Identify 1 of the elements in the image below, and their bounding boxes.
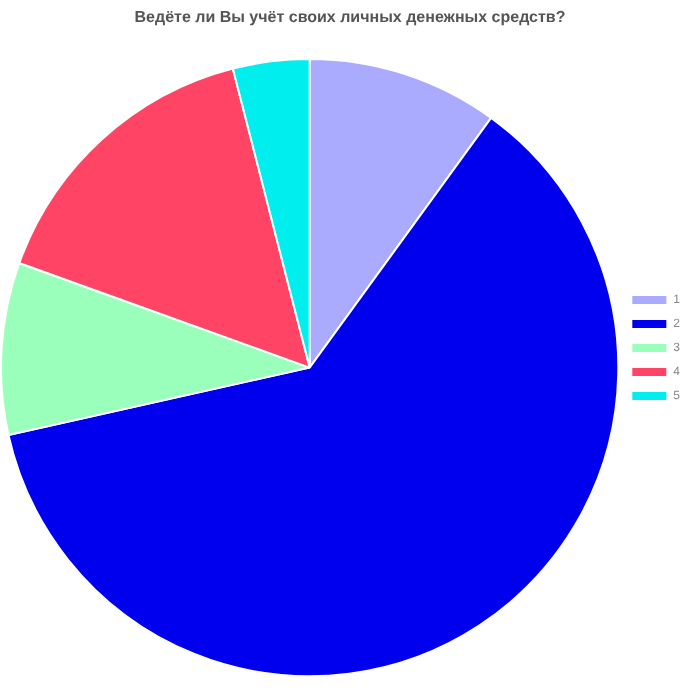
chart-title: Ведёте ли Вы учёт своих личных денежных средств? [134,8,566,27]
